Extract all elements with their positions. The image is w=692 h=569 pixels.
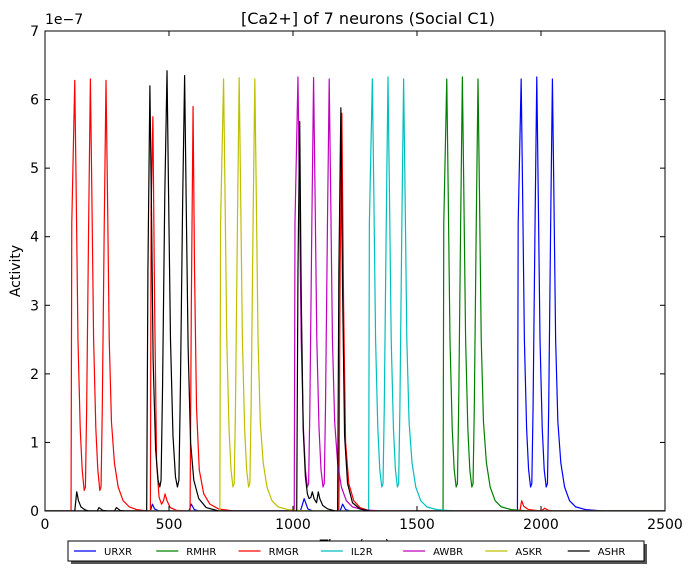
series-line-il2r	[45, 76, 665, 511]
plot-frame	[44, 30, 666, 512]
series-line-rmgr	[45, 78, 665, 511]
y-tick-label: 0	[30, 504, 39, 520]
x-tick-label: 2500	[647, 517, 683, 533]
legend-label-awbr: AWBR	[433, 547, 463, 558]
legend-label-rmgr: RMGR	[269, 547, 299, 558]
legend-label-rmhr: RMHR	[186, 547, 216, 558]
chart-title: [Ca2+] of 7 neurons (Social C1)	[241, 9, 495, 28]
y-tick-label: 3	[30, 298, 39, 314]
series-line-urxr	[45, 76, 665, 511]
legend-label-urxr: URXR	[104, 547, 132, 558]
y-axis-title: Activity	[8, 245, 24, 297]
y-tick-label: 7	[30, 24, 39, 40]
y-tick-label: 4	[30, 230, 39, 246]
legend-label-askr: ASKR	[515, 547, 542, 558]
x-tick-label: 0	[41, 517, 50, 533]
ticks-layer: 0 500 1000 1500 2000 2500 0 1 2 3 4 5 6 7	[30, 24, 683, 533]
legend-label-ashr: ASHR	[598, 547, 626, 558]
series-line-rmhr	[45, 76, 665, 511]
x-tick-label: 1500	[399, 517, 435, 533]
legend-box	[67, 540, 645, 562]
series-line-awbr	[45, 76, 665, 511]
y-tick-label: 5	[30, 161, 39, 177]
series-line-ashr	[45, 70, 665, 511]
x-tick-label: 2000	[523, 517, 559, 533]
y-tick-label: 1	[30, 435, 39, 451]
legend: URXR RMHR RMGR IL2R AWBR ASKR ASHR	[67, 540, 647, 564]
series-line-askr	[45, 77, 665, 511]
y-tick-label: 2	[30, 367, 39, 383]
y-tick-label: 6	[30, 93, 39, 109]
x-tick-label: 500	[156, 517, 183, 533]
legend-label-il2r: IL2R	[351, 547, 373, 558]
x-tick-label: 1000	[275, 517, 311, 533]
y-scale-label: 1e−7	[45, 12, 83, 28]
series-layer	[45, 70, 665, 511]
